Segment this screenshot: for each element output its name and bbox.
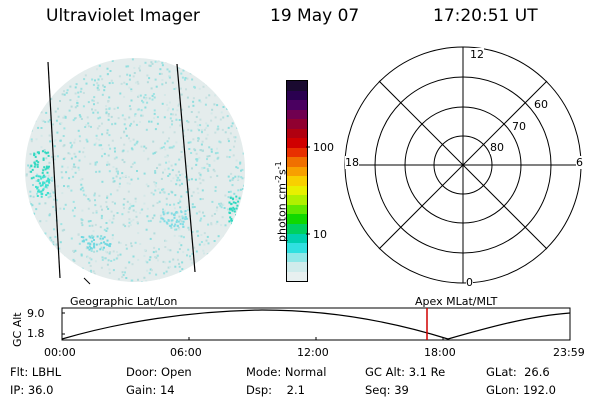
uv-disk bbox=[25, 58, 245, 282]
colorbar-segment bbox=[287, 176, 307, 186]
orbit-left-title: Geographic Lat/Lon bbox=[70, 295, 178, 308]
limb-tick bbox=[83, 277, 91, 285]
colorbar-segment bbox=[287, 243, 307, 253]
orbit-ytick-high: 9.0 bbox=[27, 307, 45, 320]
colorbar-segment bbox=[287, 81, 307, 91]
colorbar-segment bbox=[287, 185, 307, 196]
info-gain: Gain: 14 bbox=[126, 383, 175, 397]
polar-label-6: 6 bbox=[576, 156, 583, 169]
colorbar-tick-10: 10 bbox=[313, 228, 327, 241]
orbit-altitude-curve bbox=[61, 309, 571, 340]
terminator-left bbox=[47, 61, 61, 279]
app-title: Ultraviolet Imager bbox=[46, 6, 200, 26]
colorbar-segment bbox=[287, 166, 307, 177]
polar-ring-label-80: 80 bbox=[490, 141, 504, 154]
colorbar-segment bbox=[287, 214, 307, 224]
colorbar-segment bbox=[287, 147, 307, 158]
polar-label-0: 0 bbox=[466, 276, 473, 289]
colorbar-tick-100: 100 bbox=[313, 141, 334, 154]
colorbar-segment bbox=[287, 138, 307, 148]
polar-label-12: 12 bbox=[470, 48, 484, 61]
info-door: Door: Open bbox=[126, 365, 192, 379]
orbit-xtick-1800: 18:00 bbox=[424, 346, 456, 359]
polar-ring-label-70: 70 bbox=[512, 120, 526, 133]
orbit-xtick-1200: 12:00 bbox=[297, 346, 329, 359]
colorbar-segment bbox=[287, 233, 307, 244]
colorbar bbox=[286, 80, 308, 282]
colorbar-segment bbox=[287, 262, 307, 272]
info-ip: IP: 36.0 bbox=[10, 383, 54, 397]
colorbar-segment bbox=[287, 119, 307, 129]
colorbar-segment bbox=[287, 195, 307, 205]
orbit-xtick-0600: 06:00 bbox=[170, 346, 202, 359]
colorbar-segment bbox=[287, 252, 307, 263]
colorbar-segment bbox=[287, 204, 307, 215]
orbit-xtick-2359: 23:59 bbox=[553, 346, 585, 359]
polar-label-18: 18 bbox=[345, 156, 359, 169]
colorbar-segment bbox=[287, 109, 307, 120]
colorbar-segment bbox=[287, 128, 307, 139]
info-seq: Seq: 39 bbox=[365, 383, 409, 397]
colorbar-segment bbox=[287, 271, 307, 282]
terminator-right bbox=[176, 63, 196, 273]
info-dsp: Dsp: 2.1 bbox=[246, 383, 305, 397]
polar-ring-label-60: 60 bbox=[534, 98, 548, 111]
colorbar-segment bbox=[287, 223, 307, 234]
orbit-right-title: Apex MLat/MLT bbox=[415, 295, 498, 308]
header-date: 19 May 07 bbox=[270, 6, 360, 26]
header-time: 17:20:51 UT bbox=[433, 6, 538, 26]
info-flt: Flt: LBHL bbox=[10, 365, 62, 379]
info-glat: GLat: 26.6 bbox=[486, 365, 550, 379]
colorbar-segment bbox=[287, 100, 307, 110]
info-gc-alt: GC Alt: 3.1 Re bbox=[365, 365, 446, 379]
info-glon: GLon: 192.0 bbox=[486, 383, 556, 397]
orbit-ytick-low: 1.8 bbox=[27, 327, 45, 340]
colorbar-segment bbox=[287, 90, 307, 101]
info-mode: Mode: Normal bbox=[246, 365, 327, 379]
polar-diagonal-2 bbox=[378, 80, 548, 250]
orbit-xtick-0000: 00:00 bbox=[44, 346, 76, 359]
colorbar-segment bbox=[287, 157, 307, 167]
